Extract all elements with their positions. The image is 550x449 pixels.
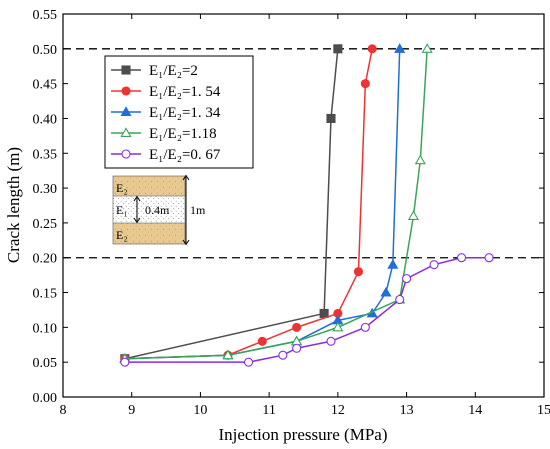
legend-label: E₁/E₂=0. 67 [149,147,221,163]
y-tick-label: 0.20 [33,252,58,267]
data-point [394,43,406,53]
y-tick-label: 0.30 [33,182,58,197]
y-tick-label: 0.50 [33,43,58,58]
x-tick-label: 8 [60,403,67,418]
reference-lines [63,48,544,259]
data-point [333,44,343,54]
data-point [360,322,370,332]
data-point [292,322,302,332]
data-point [380,286,392,297]
legend-marker [121,86,131,96]
legend-label: E₁/E₂=2 [149,63,198,79]
inset-total-arrow-head-bottom [182,239,190,246]
x-axis: 8 9 10 11 12 13 14 15 [60,14,550,418]
series-layer [119,43,494,367]
y-axis-title: Crack length (m) [4,147,23,263]
data-point [367,44,377,54]
legend-marker [121,65,131,75]
data-point [421,43,433,53]
inset-middle-height-label: 0.4m [145,203,170,217]
x-tick-label: 11 [262,403,275,418]
data-point [243,357,254,367]
data-point [414,154,426,165]
y-tick-label: 0.35 [33,147,58,162]
data-point [326,113,336,124]
y-axis: 0.00 0.05 0.10 0.15 0.20 0.25 0.30 0.35 0.40 0.45… [33,8,544,406]
y-tick-label: 0.15 [33,287,58,302]
x-tick-label: 14 [468,403,482,418]
data-point [402,274,412,284]
data-point [353,267,364,277]
y-tick-label: 0.05 [33,356,58,371]
data-point [456,253,467,263]
data-point [360,79,370,89]
data-point [257,336,267,346]
data-point [278,350,288,360]
legend: E₁/E₂=2 E₁/E₂=1. 54 E₁/E₂=1. 34 E₁/E₂=1.18 E… [104,55,254,169]
inset-middle-arrow-head-top [133,195,141,202]
y-tick-label: 0.25 [33,217,58,232]
inset-bottom-layer [113,223,185,244]
data-point [395,294,405,305]
legend-label: E₁/E₂=1.18 [149,126,217,142]
y-tick-label: 0.40 [33,112,58,127]
data-point [319,308,329,318]
y-tick-label: 0.45 [33,78,58,93]
inset-total-height-label: 1m [190,203,206,217]
inset-middle-layer [113,196,185,223]
layer-diagram-inset: E₂ E₁ E₂ 0.4m 1m [112,174,206,246]
x-tick-label: 10 [193,403,207,418]
data-point [429,260,439,270]
legend-label: E₁/E₂=1. 34 [149,105,221,121]
inset-border [112,175,186,245]
data-point [484,253,494,263]
inset-middle-label: E₁ [116,203,128,217]
x-axis-title: Injection pressure (MPa) [218,425,387,444]
legend-label: E₁/E₂=1. 54 [149,84,221,100]
inset-total-arrow-head-top [182,174,190,181]
series-line [124,48,428,360]
data-point [407,210,419,220]
x-tick-label: 12 [331,403,345,418]
x-tick-label: 15 [537,403,550,418]
x-tick-label: 9 [128,403,135,418]
inset-bottom-label: E₂ [116,228,128,242]
data-point [120,357,130,367]
y-tick-label: 0.00 [33,391,58,406]
data-point [326,336,336,346]
series-line [124,48,339,360]
data-point [332,321,344,332]
data-point [387,258,399,269]
inset-top-layer [113,176,185,196]
series-line [124,48,373,360]
inset-middle-arrow-head-bottom [133,217,141,224]
legend-marker [120,127,132,137]
data-point [292,343,302,353]
y-tick-label: 0.10 [33,321,58,336]
inset-top-label: E₂ [116,181,128,195]
y-tick-label: 0.55 [33,8,58,23]
series-4 [120,253,494,367]
data-point [222,349,234,360]
legend-marker [120,106,132,116]
plot-frame [62,13,545,398]
legend-marker [121,149,131,159]
x-tick-label: 13 [400,403,414,418]
